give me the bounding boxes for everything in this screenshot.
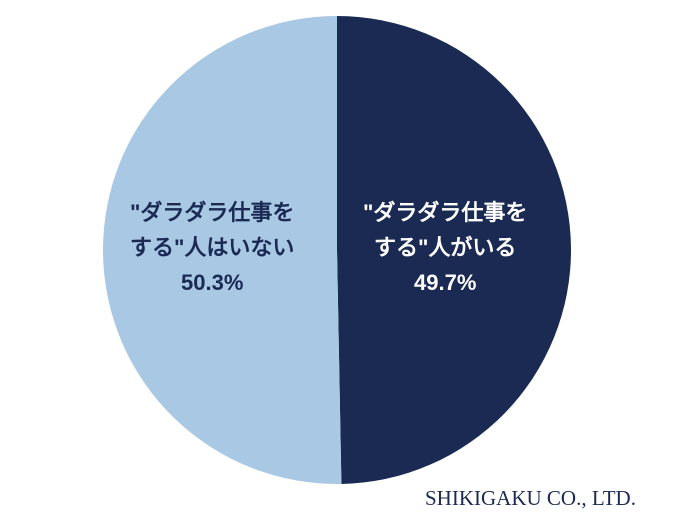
attribution-text: SHIKIGAKU CO., LTD. (425, 486, 636, 511)
slice-0-line1: "ダラダラ仕事を (363, 195, 527, 230)
slice-1-percent: 50.3% (130, 265, 294, 300)
slice-0-line2: する"人がいる (363, 230, 527, 265)
slice-label-right: "ダラダラ仕事を する"人がいる 49.7% (363, 195, 527, 301)
slice-0-percent: 49.7% (363, 265, 527, 300)
slice-1-line1: "ダラダラ仕事を (130, 195, 294, 230)
slice-label-left: "ダラダラ仕事を する"人はいない 50.3% (130, 195, 294, 301)
pie-svg (0, 0, 675, 522)
slice-1-line2: する"人はいない (130, 230, 294, 265)
pie-chart: "ダラダラ仕事を する"人がいる 49.7% "ダラダラ仕事を する"人はいない… (0, 0, 675, 522)
